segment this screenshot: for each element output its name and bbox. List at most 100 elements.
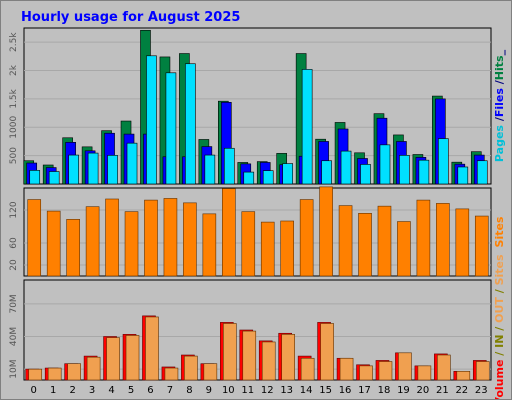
x-tick-label: 6 [147,385,153,396]
pages-bar [340,150,352,185]
sites-bar [183,202,197,277]
y-tick-label: 500 [9,147,19,164]
out-bar [47,367,62,381]
out-bar [106,337,120,381]
x-tick-label: 20 [417,385,430,396]
side-label-part: / [493,79,506,88]
y-tick-label: 1000 [9,116,19,139]
pages-bar [282,163,293,185]
out-bar [145,316,159,381]
pages-bar [126,142,138,185]
pages-bar [29,170,41,185]
out-bar [125,335,140,381]
x-tick-label: 4 [108,385,114,396]
out-bar [378,361,393,381]
out-bar [437,354,451,381]
x-tick-label: 23 [475,385,488,396]
sites-bar [85,206,100,277]
x-tick-label: 13 [280,385,293,396]
sites-bar [202,213,217,277]
side-label-part: Sites [493,254,506,285]
sites-bar [299,199,314,277]
sites-bar [144,199,158,277]
y-tick-label: 70M [9,294,19,313]
out-bar [339,357,354,381]
side-label-part: Volume [493,360,506,399]
out-bar [203,363,218,381]
panel-side-label: Sites [493,216,506,247]
sites-bar [436,203,450,277]
pages-bar [204,154,216,185]
x-tick-label: 18 [378,385,391,396]
pages-bar [360,164,371,185]
out-bar [456,371,471,381]
out-bar [28,368,43,381]
x-tick-label: 3 [89,385,95,396]
out-bar [223,323,237,381]
side-label-part: / [493,348,506,360]
x-tick-label: 2 [69,385,75,396]
side-label-part: OUT [493,297,506,323]
x-tick-label: 7 [167,385,173,396]
y-tick-label: 10M [9,360,19,379]
x-tick-label: 11 [241,385,254,396]
pages-bar [107,155,118,185]
sites-bar [27,199,42,277]
y-tick-label: 2.5k [9,32,19,52]
pages-bar [146,55,157,185]
sites-bar [105,198,119,277]
sites-bar [474,215,489,277]
sites-bar [124,211,139,277]
x-tick-label: 1 [50,385,56,396]
x-tick-label: 21 [436,385,449,396]
out-bar [320,323,334,381]
side-label-part: Sites [493,216,506,247]
sites-bar [455,208,470,277]
pages-bar [301,69,313,185]
pages-bar [476,160,488,185]
out-bar [86,356,101,381]
pages-bar [321,160,332,185]
sites-bar [241,211,256,277]
out-bar [300,357,315,381]
y-tick-label: 40M [9,327,19,346]
x-tick-label: 17 [358,385,371,396]
pages-bar [457,166,469,185]
pages-bar [262,170,274,185]
pages-bar [418,159,430,185]
sites-bar [66,219,80,277]
out-bar [359,365,373,381]
out-bar [398,352,412,381]
out-bar [261,341,276,381]
out-bar [67,363,81,381]
sites-bar [46,210,61,277]
y-tick-label: 120 [9,201,19,218]
panel-side-label: Volume / IN / OUT / Sites [493,254,506,399]
x-tick-label: 15 [319,385,332,396]
out-bar [242,330,257,381]
sites-bar [338,205,353,277]
y-tick-label: 20 [9,259,19,271]
plot-area [23,187,492,277]
pages-bar [165,72,177,185]
pages-bar [68,154,79,185]
sites-bar [397,221,411,277]
side-label-part: Files [493,88,506,118]
side-label-part: Pages [493,125,506,163]
x-tick-label: 8 [186,385,192,396]
pages-bar [48,171,60,185]
side-label-part: _ [493,49,506,55]
x-tick-label: 0 [31,385,37,396]
sites-bar [280,220,294,277]
y-tick-label: 2k [9,64,19,76]
panel-sites: 20 60 120 Sites [9,186,506,277]
out-bar [164,367,179,381]
panel-volume: 10M 40M 70M Volume / IN / OUT / Sites [9,254,506,399]
x-tick-label: 5 [128,385,134,396]
side-label-part: IN [493,335,506,348]
x-tick-label: 9 [206,385,212,396]
sites-bar [222,188,236,277]
x-tick-label: 22 [455,385,468,396]
